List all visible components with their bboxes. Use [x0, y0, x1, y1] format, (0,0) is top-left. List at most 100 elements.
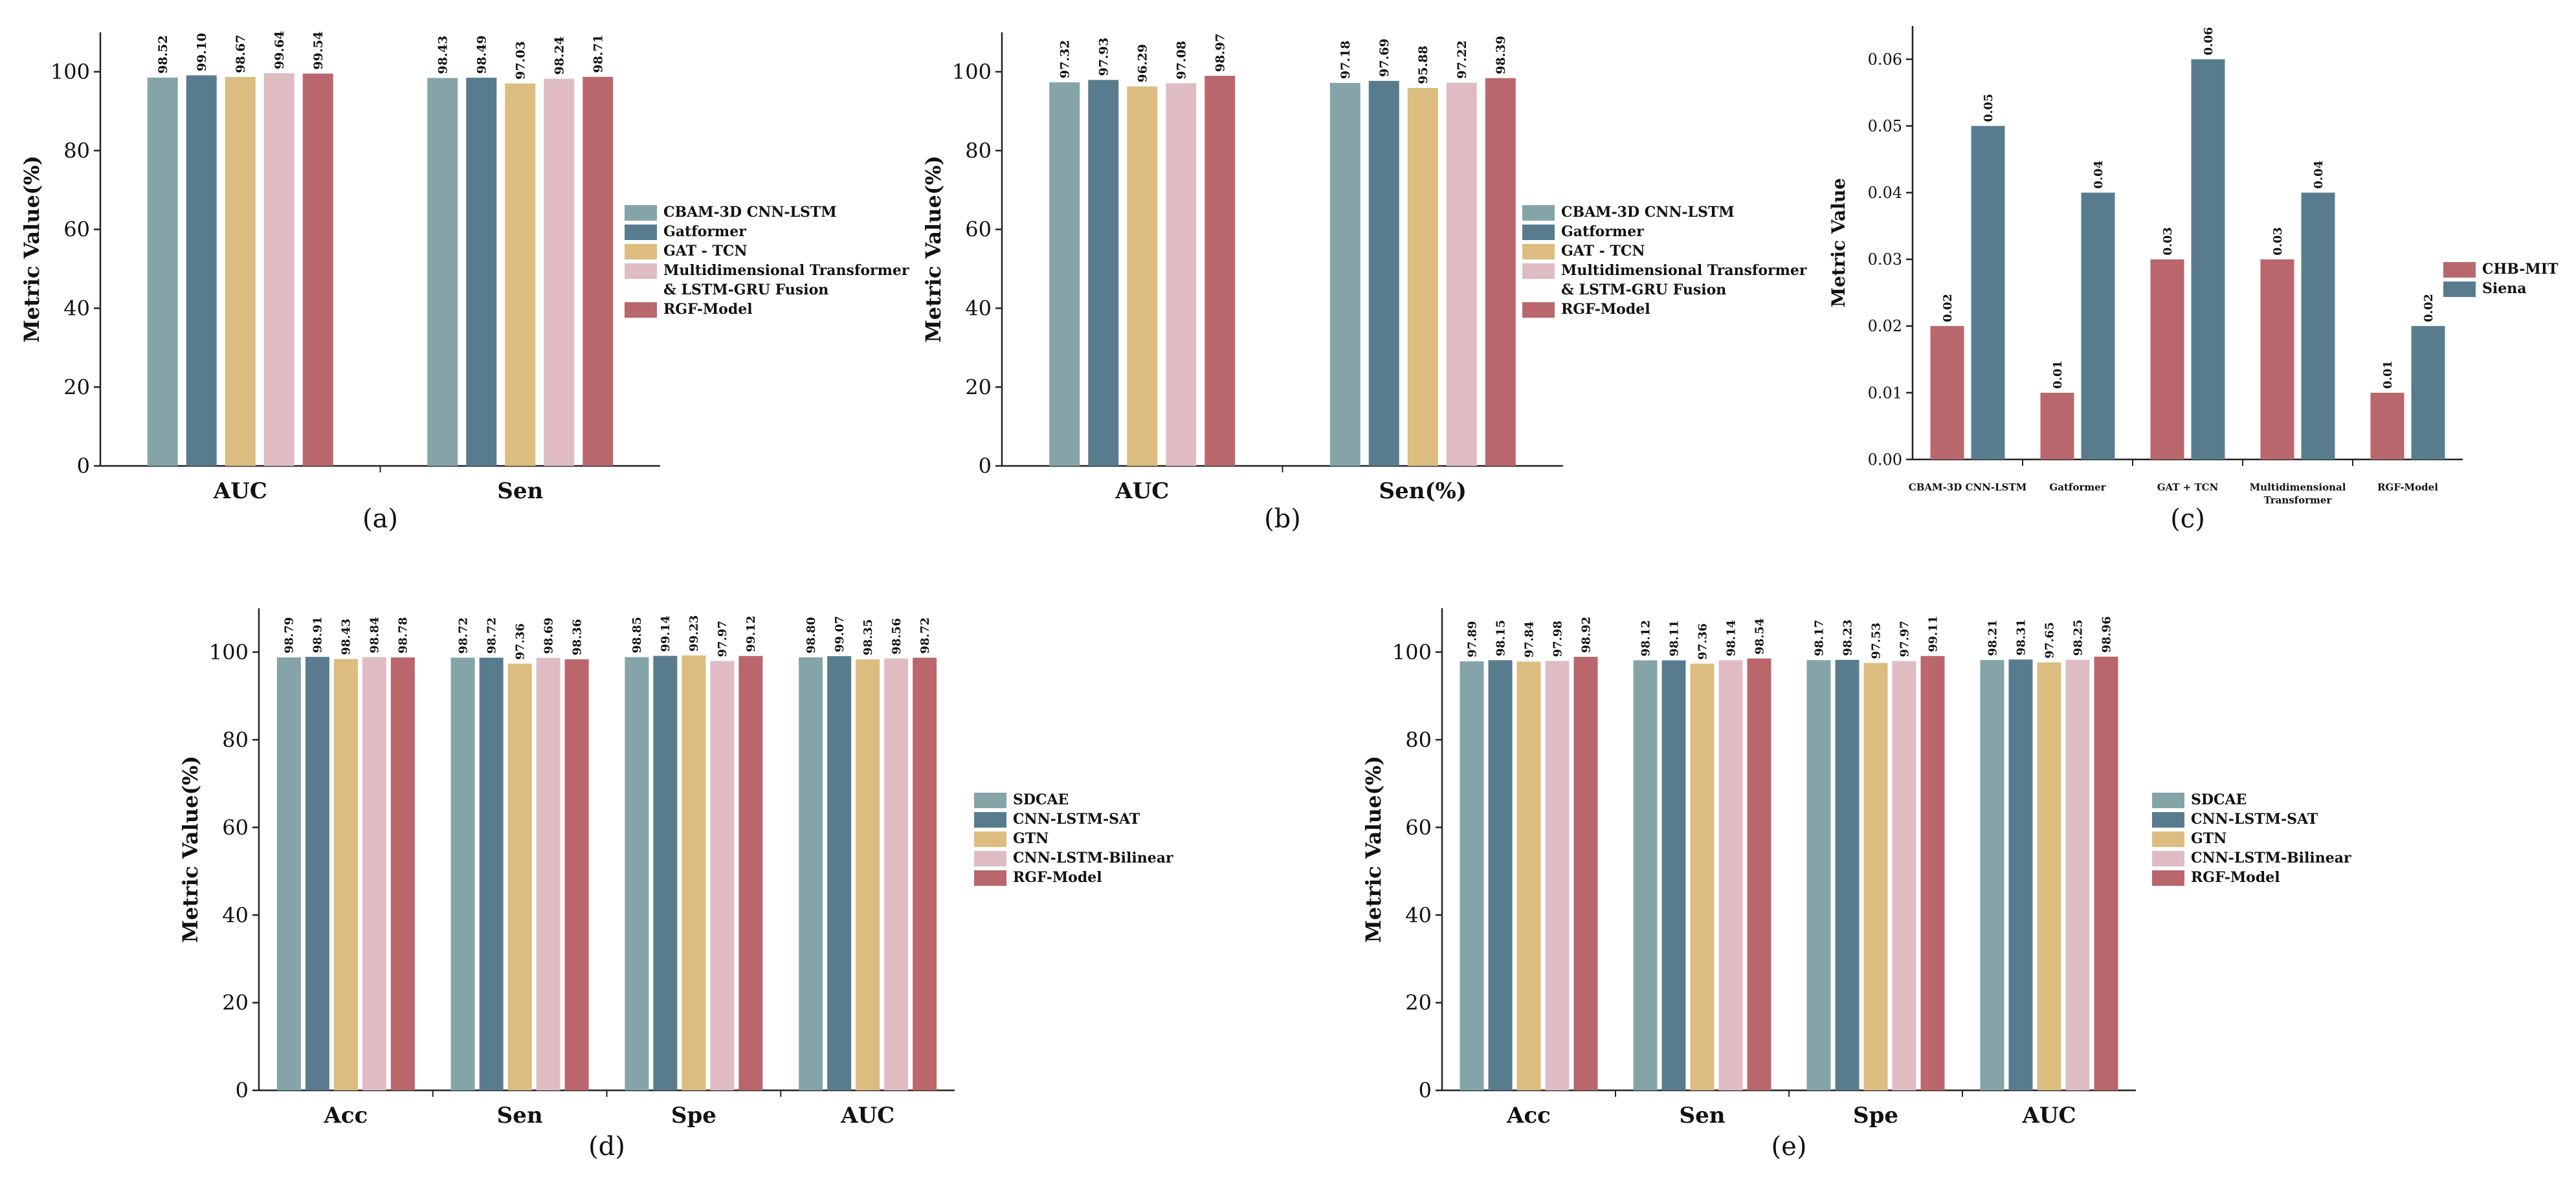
data-label: 98.17	[1812, 620, 1826, 656]
data-label: 0.05	[1982, 94, 1995, 122]
data-label: 98.85	[630, 617, 644, 653]
data-label: 99.12	[744, 615, 758, 652]
y-tick-label: 100	[209, 640, 249, 665]
data-label: 98.67	[234, 35, 248, 74]
data-label: 98.11	[1667, 620, 1681, 656]
x-tick-label: AUC	[1115, 478, 1169, 504]
bar-e-AUC-3	[2065, 659, 2090, 1090]
bar-e-Spe-3	[1892, 661, 1916, 1090]
y-tick-label: 40	[1405, 903, 1432, 927]
chart-e: 0 20 40 60 80 100 Metric Value(%) 97.89 98.15 97.…	[1361, 608, 2351, 1162]
y-tick-label: 20	[1405, 991, 1432, 1015]
bar-c-CBAM-3D-CNN-LSTM-1	[1971, 126, 2005, 460]
data-label: 98.23	[1841, 619, 1854, 656]
legend-swatch	[625, 263, 657, 279]
data-label: 97.84	[1522, 621, 1536, 657]
data-label: 95.88	[1416, 46, 1430, 85]
x-tick-label: Sen	[497, 1103, 543, 1129]
legend-label: GTN	[2191, 830, 2226, 847]
bar-d-Sen-3	[536, 657, 561, 1090]
legend-swatch	[974, 832, 1006, 847]
bar-b-Sen--1	[1368, 80, 1399, 467]
legend-label: Gatformer	[663, 223, 746, 240]
bar-c-Gatformer-1	[2081, 192, 2115, 459]
data-label: 98.79	[283, 617, 296, 654]
legend-swatch	[2443, 262, 2476, 278]
data-label: 98.31	[2014, 619, 2028, 656]
bar-b-Sen--4	[1485, 78, 1516, 466]
bar-a-AUC-2	[225, 77, 256, 466]
bar-e-Spe-0	[1806, 660, 1831, 1090]
bar-c-GAT-TCN-0	[2150, 259, 2184, 459]
legend-label: RGF-Model	[1561, 301, 1650, 318]
legend-swatch	[974, 793, 1006, 808]
y-tick-label: 60	[63, 217, 90, 242]
data-label: 98.72	[918, 617, 932, 654]
y-axis-title: Metric Value(%)	[921, 155, 946, 342]
data-label: 98.78	[397, 617, 410, 654]
bar-e-Acc-2	[1516, 661, 1541, 1090]
data-label: 0.04	[2312, 160, 2326, 189]
chart-caption: (b)	[1264, 504, 1301, 534]
bar-c-Multidimensional-Transformer-0	[2260, 259, 2294, 459]
bar-e-AUC-2	[2037, 662, 2061, 1090]
data-label: 99.64	[272, 31, 287, 70]
data-label: 98.69	[542, 617, 555, 654]
y-tick-label: 60	[965, 217, 992, 242]
y-axis-title: Metric Value	[1828, 178, 1849, 307]
bar-d-Sen-4	[564, 659, 589, 1090]
data-label: 0.02	[1941, 294, 1955, 322]
x-tick-label: AUC	[840, 1103, 894, 1129]
legend-swatch	[2443, 281, 2476, 297]
y-tick-label: 80	[222, 727, 249, 752]
legend-label: & LSTM-GRU Fusion	[663, 281, 828, 298]
bar-c-GAT-TCN-1	[2191, 59, 2225, 460]
legend-label: RGF-Model	[2191, 869, 2280, 886]
legend-swatch	[1522, 244, 1555, 259]
legend-label: RGF-Model	[1013, 869, 1102, 886]
y-tick-label: 60	[222, 815, 249, 840]
legend-label: CNN-LSTM-Bilinear	[1013, 850, 1173, 866]
bar-d-Spe-4	[738, 656, 763, 1090]
data-label: 98.80	[805, 617, 818, 653]
legend-swatch	[625, 302, 657, 318]
y-tick-label: 0.04	[1868, 184, 1902, 202]
data-label: 98.25	[2071, 619, 2085, 656]
data-label: 98.49	[474, 36, 489, 74]
y-tick-label: 80	[965, 138, 992, 163]
data-label: 98.56	[890, 618, 904, 654]
bar-d-AUC-1	[827, 656, 852, 1090]
legend-label: GAT - TCN	[663, 243, 747, 259]
bar-d-AUC-2	[856, 659, 880, 1090]
legend-label: Siena	[2482, 280, 2527, 297]
x-tick-label: Sen	[497, 478, 543, 504]
data-label: 0.03	[2161, 227, 2175, 256]
data-label: 98.84	[368, 617, 382, 653]
chart-caption: (a)	[362, 504, 398, 534]
data-label: 97.08	[1174, 41, 1188, 80]
data-label: 98.92	[1579, 617, 1593, 653]
y-tick-label: 40	[63, 296, 90, 321]
bar-c-Gatformer-0	[2040, 392, 2074, 459]
chart-d: 0 20 40 60 80 100 Metric Value(%) 98.79 98.91 98.…	[178, 608, 1173, 1162]
data-label: 97.97	[1898, 621, 1911, 657]
data-label: 98.97	[1213, 34, 1227, 72]
legend-label: CNN-LSTM-SAT	[1013, 811, 1140, 828]
bar-b-AUC-0	[1049, 82, 1080, 466]
data-label: 98.24	[552, 36, 566, 75]
y-tick-label: 0.00	[1868, 450, 1902, 468]
data-label: 98.43	[436, 36, 450, 74]
data-label: 98.54	[1753, 618, 1766, 654]
bar-b-AUC-2	[1127, 86, 1158, 467]
data-label: 97.65	[2043, 622, 2056, 658]
y-tick-label: 0.03	[1868, 250, 1902, 269]
bar-a-Sen-3	[544, 78, 575, 466]
chart-caption: (c)	[2170, 504, 2205, 534]
bar-e-Spe-1	[1835, 659, 1860, 1090]
data-label: 98.21	[1986, 619, 1999, 656]
y-tick-label: 0	[979, 454, 992, 478]
x-tick-label: Acc	[1506, 1103, 1551, 1129]
bar-e-Acc-0	[1460, 661, 1484, 1090]
y-tick-label: 40	[965, 296, 992, 321]
y-tick-label: 0	[77, 454, 90, 478]
